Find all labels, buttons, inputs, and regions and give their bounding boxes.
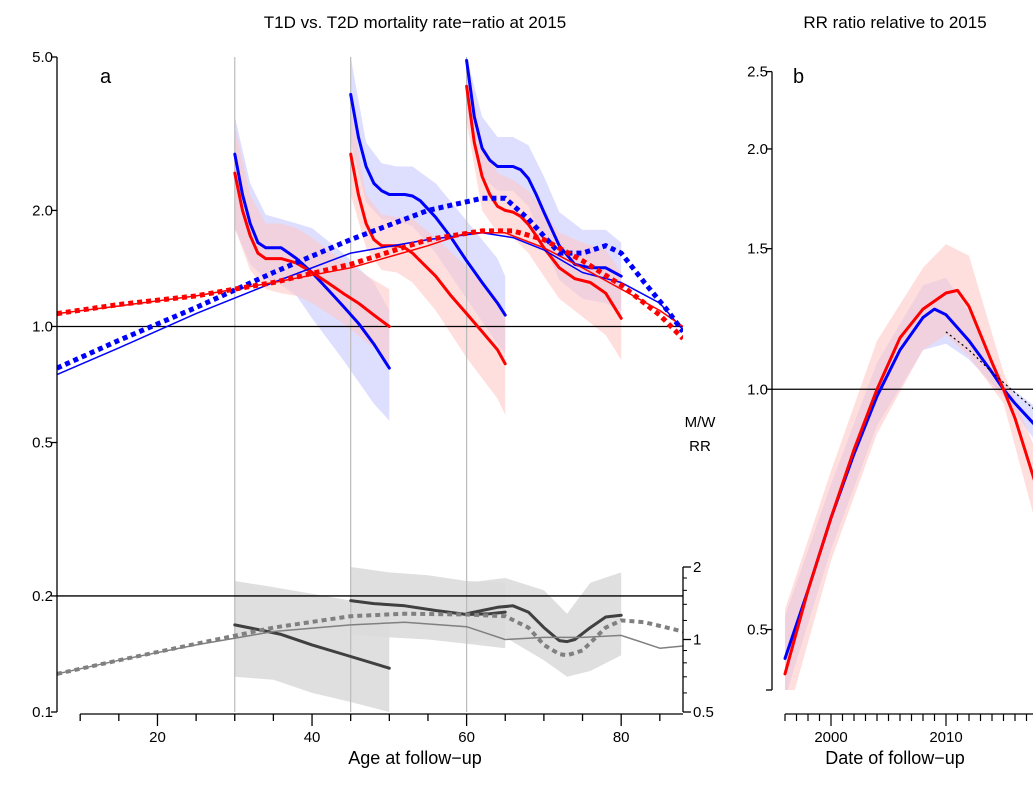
men-line-cohort-5 bbox=[465, 84, 623, 320]
panel-b-plot: 0.5 1.0 1.5 2.0 2.5 2000 2010 bbox=[747, 64, 1033, 746]
women-line-cohort-4 bbox=[465, 58, 623, 278]
panel-a-y-tick-label: 0.1 bbox=[32, 704, 53, 721]
panel-b-y-tick-label: 1.5 bbox=[747, 241, 768, 258]
panel-b-title: RR ratio relative to 2015 bbox=[803, 13, 986, 32]
men-line-b-1 bbox=[783, 288, 1033, 676]
panel-a-y-tick-label: 2.0 bbox=[32, 202, 53, 219]
panel-b-y-tick-label: 0.5 bbox=[747, 622, 768, 639]
panel-a-x-tick-label: 60 bbox=[458, 729, 475, 746]
panel-a-clip-group bbox=[57, 57, 683, 712]
men-line-cohort-1 bbox=[233, 171, 391, 328]
women-line-smooth-8 bbox=[57, 195, 683, 371]
right-axis-title-line1: M/W bbox=[685, 414, 717, 431]
trend-line-b-2 bbox=[945, 331, 1033, 410]
panel-b-letter: b bbox=[793, 66, 804, 88]
panel-a-y-tick-label: 0.5 bbox=[32, 435, 53, 452]
right-axis-title-line2: RR bbox=[689, 438, 711, 455]
right-axis-tick-label: 1 bbox=[693, 632, 701, 649]
right-axis-tick-label: 0.5 bbox=[693, 704, 714, 721]
panel-b-x-tick-label: 2010 bbox=[929, 729, 962, 746]
women-line-cohort-0 bbox=[233, 152, 391, 370]
men-line-cohort-3 bbox=[349, 152, 507, 366]
panel-a-y-tick-label: 0.2 bbox=[32, 588, 53, 605]
men-line-smooth-9 bbox=[57, 228, 683, 341]
panel-a-x-tick-label: 40 bbox=[304, 729, 321, 746]
ratio-line-smooth-3 bbox=[57, 611, 683, 676]
right-axis-tick-label: 2 bbox=[693, 559, 701, 576]
women-line-cohort-2 bbox=[349, 92, 507, 317]
panel-b-y-tick-label: 2.0 bbox=[747, 141, 768, 158]
panel-a-plot: 0.1 0.2 0.5 1.0 2.0 5.0 0.5 1 2 20 40 60 80 bbox=[32, 49, 714, 746]
panel-a-x-tick-label: 80 bbox=[613, 729, 630, 746]
ratio-line-cohort-0 bbox=[233, 623, 391, 670]
panel-b-y-tick-label: 1.0 bbox=[747, 381, 768, 398]
panel-a-y-tick-label: 1.0 bbox=[32, 318, 53, 335]
panel-b-x-axis-title: Date of follow−up bbox=[825, 748, 965, 768]
panel-a-x-tick-label: 20 bbox=[149, 729, 166, 746]
panel-b-x-tick-label: 2000 bbox=[814, 729, 847, 746]
panel-a-letter: a bbox=[100, 66, 112, 88]
ratio-band-2 bbox=[466, 572, 622, 677]
panel-a-title: T1D vs. T2D mortality rate−ratio at 2015 bbox=[264, 13, 567, 32]
panel-b-clip-group bbox=[772, 244, 1033, 690]
ratio-line-cohort-1 bbox=[349, 599, 507, 616]
ratio-line-cohort-2 bbox=[465, 604, 623, 644]
panel-a-y-tick-label: 5.0 bbox=[32, 49, 53, 66]
ratio-line-cross-section-4 bbox=[57, 621, 683, 675]
men-band-5 bbox=[466, 57, 622, 360]
men-band-b-1 bbox=[785, 244, 1033, 690]
panel-b-y-tick-label: 2.5 bbox=[747, 64, 768, 81]
panel-a-x-axis-title: Age at follow−up bbox=[348, 748, 482, 768]
